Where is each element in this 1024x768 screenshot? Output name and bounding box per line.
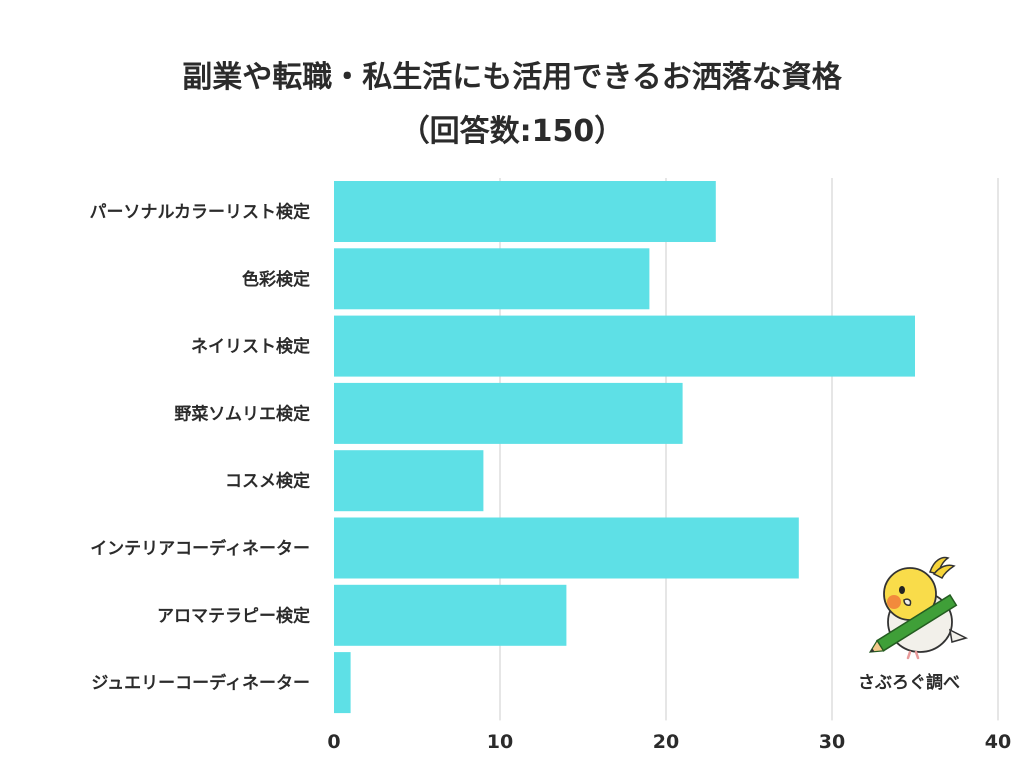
bar [334, 181, 716, 242]
category-label: 野菜ソムリエ検定 [174, 403, 310, 424]
category-label: パーソナルカラーリスト検定 [90, 202, 311, 223]
bar [334, 382, 683, 444]
bar [334, 248, 650, 310]
source-credit: さぶろぐ調べ [858, 673, 960, 693]
category-label: アロマテラピー検定 [157, 605, 310, 626]
cockatiel-with-pencil-icon [868, 556, 969, 660]
x-tick-label: 30 [819, 731, 845, 753]
x-tick-label: 40 [985, 731, 1011, 753]
x-tick-label: 20 [653, 731, 679, 753]
bar [334, 584, 567, 646]
category-label: ネイリスト検定 [191, 336, 310, 357]
bar [334, 450, 484, 512]
category-label: 色彩検定 [242, 269, 310, 290]
category-label: インテリアコーディネーター [90, 538, 310, 559]
bar [334, 517, 799, 579]
x-tick-label: 10 [487, 731, 513, 753]
x-tick-label: 0 [327, 731, 340, 753]
bar [334, 652, 351, 714]
category-label: コスメ検定 [225, 471, 310, 492]
chart-subtitle: （回答数:150） [399, 114, 625, 149]
chart-title: 副業や転職・私生活にも活用できるお洒落な資格 [182, 60, 842, 95]
category-label: ジュエリーコーディネーター [91, 673, 310, 694]
bar [334, 315, 915, 377]
